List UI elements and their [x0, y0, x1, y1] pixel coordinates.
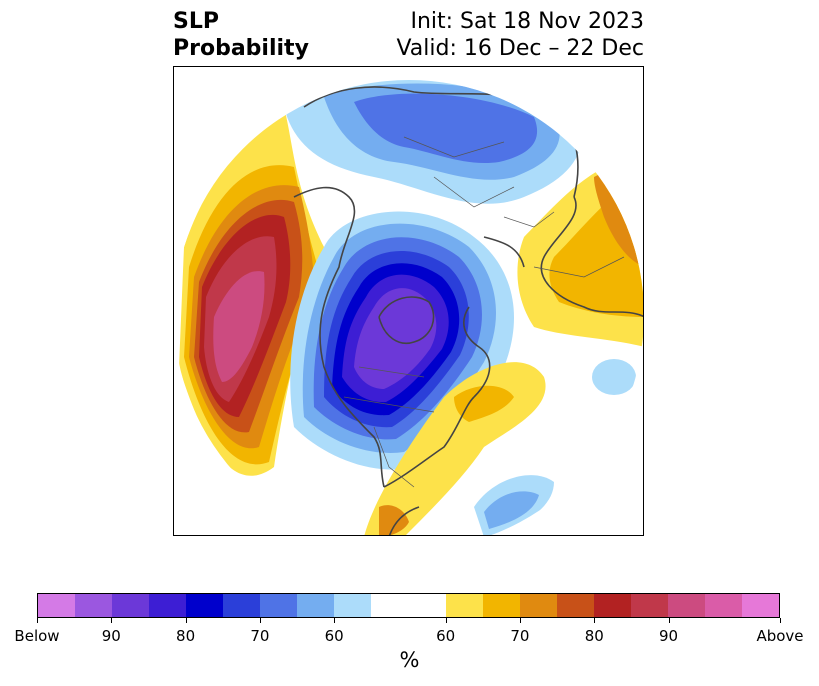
borders	[343, 136, 625, 488]
colorbar-swatch	[371, 594, 409, 617]
colorbar-swatch	[75, 594, 113, 617]
colorbar-swatch	[445, 594, 483, 617]
colorbar-swatch	[186, 594, 224, 617]
colorbar-swatch	[482, 594, 520, 617]
colorbar-swatch	[556, 594, 594, 617]
map-title: SLP Probability	[173, 8, 309, 62]
colorbar-unit-label: %	[399, 648, 420, 672]
valid-range: Valid: 16 Dec – 22 Dec	[396, 36, 644, 61]
colorbar-tick-label: 60	[324, 627, 344, 645]
colorbar-swatch	[38, 594, 76, 617]
title-line-1: SLP	[173, 9, 219, 34]
colorbar-swatch	[704, 594, 742, 617]
colorbar-swatch	[260, 594, 298, 617]
colorbar-swatch	[149, 594, 187, 617]
map-date-info: Init: Sat 18 Nov 2023 Valid: 16 Dec – 22…	[396, 8, 644, 62]
colorbar-tick-label: 90	[659, 627, 679, 645]
colorbar-tick-label: 60	[436, 627, 456, 645]
colorbar-swatch	[297, 594, 335, 617]
colorbar-swatch	[667, 594, 705, 617]
colorbar-swatch	[741, 594, 779, 617]
colorbar-tick-mark	[780, 618, 781, 623]
colorbar	[37, 593, 780, 618]
colorbar-tick-mark	[259, 618, 261, 623]
siberia-below-region	[284, 80, 582, 204]
colorbar-tick-label: 80	[176, 627, 196, 645]
colorbar-tick-label: 70	[510, 627, 530, 645]
map-panel	[173, 66, 644, 536]
colorbar-swatch	[334, 594, 372, 617]
colorbar-tick-mark	[519, 618, 521, 623]
colorbar-tick-mark	[334, 618, 336, 623]
north-pacific-above-region	[179, 107, 324, 476]
colorbar-tick-mark	[185, 618, 187, 623]
colorbar-swatch	[519, 594, 557, 617]
colorbar-tick-label: Below	[14, 627, 60, 645]
colorbar-tick-label: 80	[584, 627, 604, 645]
colorbar-tick-label: 70	[250, 627, 270, 645]
colorbar-tick-mark	[594, 618, 596, 623]
colorbar-swatch	[408, 594, 446, 617]
colorbar-swatch	[630, 594, 668, 617]
polar-map	[174, 80, 643, 535]
init-date: Init: Sat 18 Nov 2023	[410, 9, 644, 34]
colorbar-tick-label: Above	[756, 627, 804, 645]
colorbar-tick-mark	[445, 618, 447, 623]
colorbar-swatch	[223, 594, 261, 617]
colorbar-tick-mark	[37, 618, 38, 623]
colorbar-swatch	[593, 594, 631, 617]
colorbar-swatch	[112, 594, 150, 617]
central-atlantic-below-region	[474, 359, 636, 535]
title-line-2: Probability	[173, 36, 309, 61]
colorbar-tick-mark	[668, 618, 670, 623]
colorbar-tick-label: 90	[101, 627, 121, 645]
north-america-below-region	[290, 211, 514, 470]
western-atlantic-above-region	[364, 362, 546, 535]
colorbar-tick-mark	[111, 618, 113, 623]
